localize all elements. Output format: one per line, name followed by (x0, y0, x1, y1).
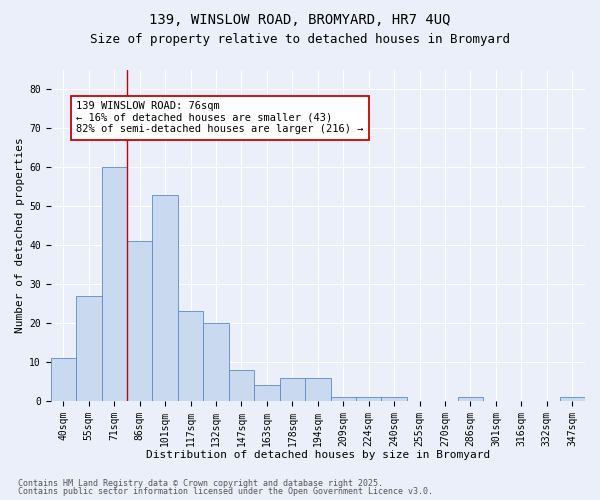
Bar (229, 370, 254, 401)
Bar (560, 397, 585, 401)
Text: Contains public sector information licensed under the Open Government Licence v3: Contains public sector information licen… (18, 487, 433, 496)
Text: 139 WINSLOW ROAD: 76sqm
← 16% of detached houses are smaller (43)
82% of semi-de: 139 WINSLOW ROAD: 76sqm ← 16% of detache… (76, 101, 364, 134)
Y-axis label: Number of detached properties: Number of detached properties (15, 138, 25, 334)
Text: Contains HM Land Registry data © Crown copyright and database right 2025.: Contains HM Land Registry data © Crown c… (18, 478, 383, 488)
Text: Size of property relative to detached houses in Bromyard: Size of property relative to detached ho… (90, 32, 510, 46)
Bar (356, 397, 382, 401)
Bar (152, 194, 178, 401)
Bar (305, 378, 331, 401)
Bar (50, 358, 76, 401)
Bar (203, 323, 229, 401)
Bar (280, 378, 305, 401)
Bar (331, 397, 356, 401)
Bar (458, 397, 483, 401)
Bar (127, 242, 152, 401)
Bar (382, 397, 407, 401)
Bar (101, 168, 127, 401)
Bar (254, 386, 280, 401)
Bar (76, 296, 101, 401)
Bar (178, 312, 203, 401)
X-axis label: Distribution of detached houses by size in Bromyard: Distribution of detached houses by size … (146, 450, 490, 460)
Text: 139, WINSLOW ROAD, BROMYARD, HR7 4UQ: 139, WINSLOW ROAD, BROMYARD, HR7 4UQ (149, 12, 451, 26)
